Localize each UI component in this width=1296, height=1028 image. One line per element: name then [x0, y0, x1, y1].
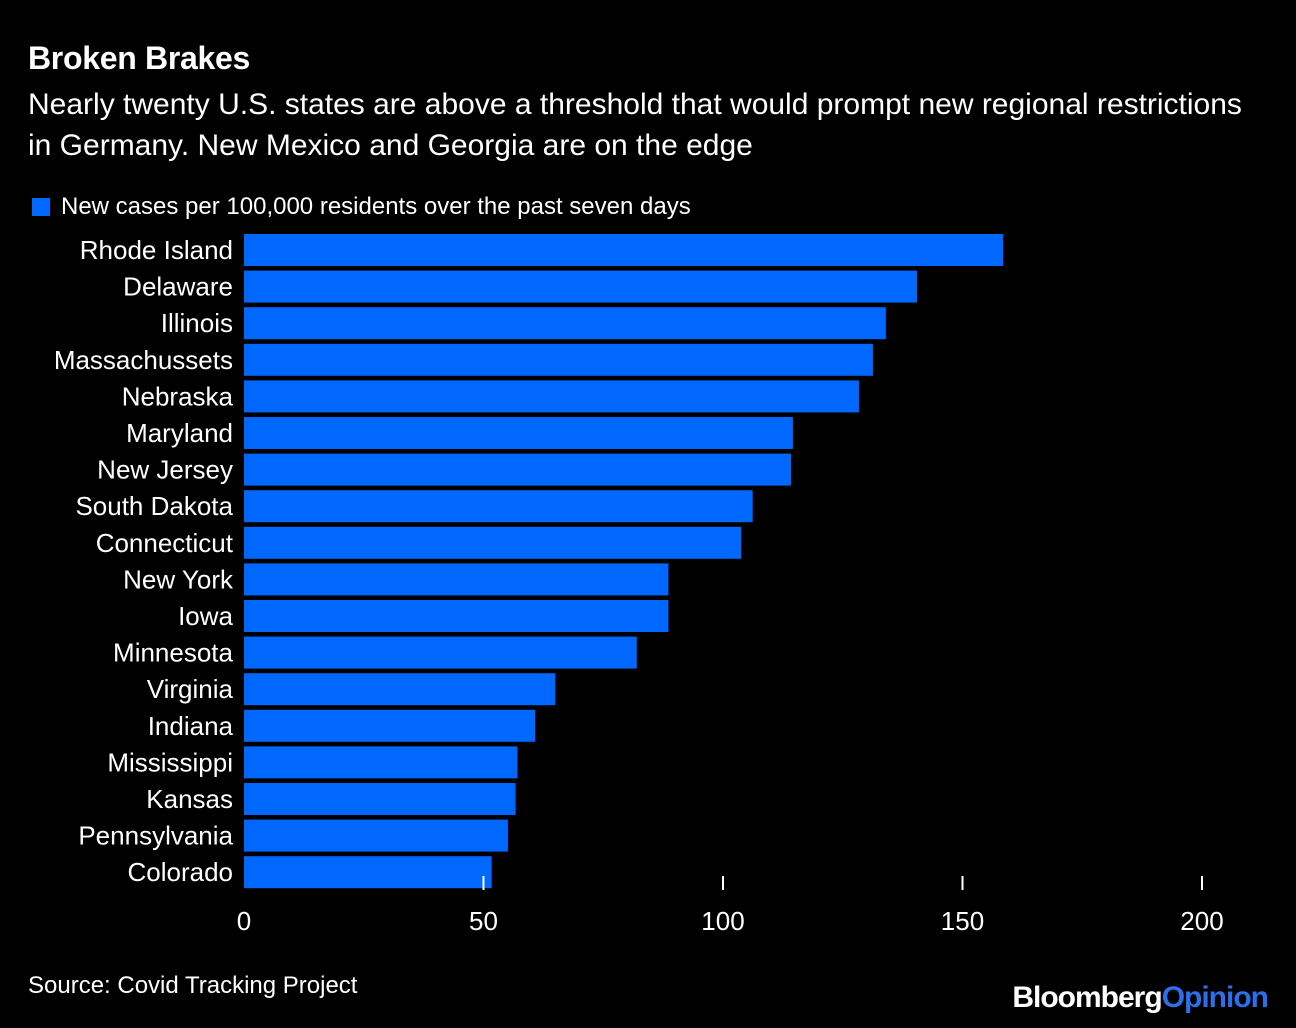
- bar-iowa: [244, 600, 669, 632]
- x-tick-label: 100: [701, 906, 744, 936]
- category-label: Mississippi: [107, 747, 233, 777]
- category-label: Kansas: [146, 784, 233, 814]
- category-label: Iowa: [178, 601, 233, 631]
- category-label: Illinois: [161, 308, 233, 338]
- bar-massachussets: [244, 343, 873, 376]
- bar-pennsylvania: [244, 819, 508, 852]
- bar-minnesota: [244, 636, 637, 669]
- brand-logo: BloombergOpinion: [1012, 981, 1269, 1015]
- brand-accent: Opinion: [1161, 981, 1269, 1014]
- bar-nebraska: [244, 380, 860, 413]
- bar-new-york: [244, 563, 669, 596]
- category-label: Massachussets: [54, 345, 233, 375]
- bar-mississippi: [244, 746, 518, 779]
- bar-indiana: [244, 709, 536, 742]
- chart-title: Broken Brakes: [28, 40, 250, 76]
- category-label: South Dakota: [75, 491, 233, 521]
- bar-illinois: [244, 307, 886, 340]
- legend-swatch: [32, 198, 50, 216]
- x-tick-label: 200: [1180, 906, 1223, 936]
- brand-primary: Bloomberg: [1012, 981, 1162, 1014]
- x-tick-label: 0: [237, 906, 251, 936]
- category-label: Maryland: [126, 418, 233, 448]
- category-label: New Jersey: [97, 455, 233, 485]
- legend: New cases per 100,000 residents over the…: [32, 190, 691, 224]
- bar-maryland: [244, 417, 793, 449]
- source-note: Source: Covid Tracking Project: [28, 972, 358, 999]
- category-label: Minnesota: [113, 638, 233, 668]
- legend-label: New cases per 100,000 residents over the…: [61, 193, 691, 220]
- category-label: Indiana: [148, 711, 234, 741]
- x-tick-label: 150: [941, 906, 984, 936]
- bar-colorado: [244, 856, 492, 889]
- bar-rhode-island: [244, 234, 1004, 266]
- category-label: New York: [123, 564, 234, 594]
- bar-delaware: [244, 270, 917, 303]
- chart-subtitle: Nearly twenty U.S. states are above a th…: [28, 88, 1242, 162]
- bar-south-dakota: [244, 490, 753, 523]
- category-label: Pennsylvania: [78, 821, 233, 851]
- category-label: Rhode Island: [80, 235, 233, 265]
- bar-new-jersey: [244, 453, 792, 486]
- category-label: Delaware: [123, 272, 233, 302]
- category-label: Connecticut: [96, 528, 234, 558]
- bar-kansas: [244, 783, 516, 815]
- x-tick-label: 50: [469, 906, 498, 936]
- bar-virginia: [244, 673, 556, 706]
- category-label: Virginia: [147, 674, 234, 704]
- category-label: Nebraska: [122, 381, 234, 411]
- category-label: Colorado: [127, 857, 233, 887]
- bar-connecticut: [244, 526, 742, 559]
